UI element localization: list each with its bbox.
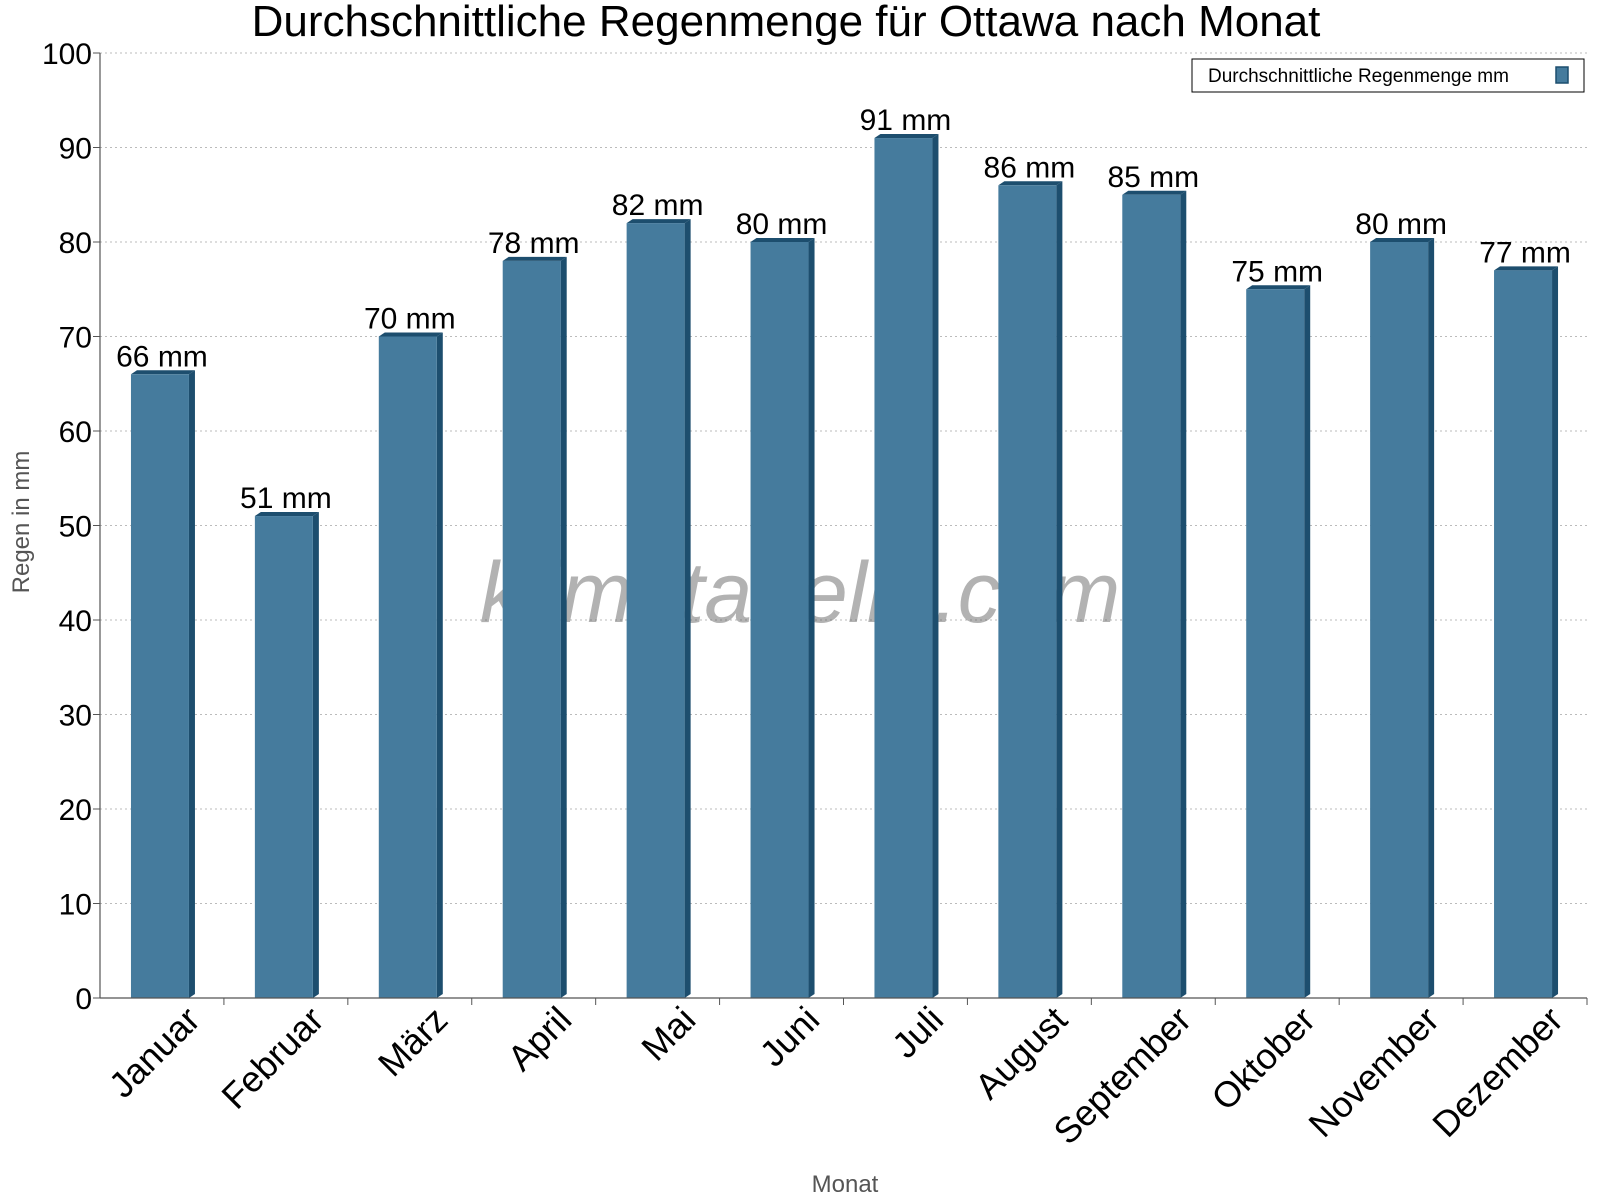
bar	[254, 516, 313, 998]
bar	[626, 223, 685, 999]
bar-side	[560, 256, 567, 998]
x-tick-label: Dezember	[1424, 999, 1570, 1145]
y-tick-label: 100	[42, 38, 92, 71]
y-tick-label: 60	[59, 416, 92, 449]
y-tick-label: 20	[59, 794, 92, 827]
bar	[874, 138, 933, 999]
y-axis-label: Regen in mm	[8, 451, 35, 594]
data-label: 78 mm	[488, 227, 580, 260]
bar-top	[502, 256, 567, 261]
bar-side	[1552, 266, 1559, 999]
x-tick-label: Januar	[101, 999, 208, 1106]
x-tick-label: November	[1300, 999, 1446, 1145]
y-axis-ticks: 0 10 20 30 40 50 60 70 80 90 100	[42, 38, 100, 1016]
x-tick-label: Juni	[752, 999, 828, 1075]
bar-side	[1304, 285, 1311, 998]
y-tick-label: 40	[59, 605, 92, 638]
grid-lines	[100, 52, 1587, 904]
x-tick-label: Mai	[633, 999, 703, 1069]
data-label: 85 mm	[1107, 161, 1199, 194]
data-label: 82 mm	[612, 189, 704, 222]
y-tick-label: 70	[59, 322, 92, 355]
y-tick-label: 80	[59, 227, 92, 260]
bar	[130, 374, 189, 998]
legend-label: Durchschnittliche Regenmenge mm	[1208, 66, 1509, 87]
y-tick-label: 50	[59, 511, 92, 544]
x-axis-ticks: Januar Februar März April Mai Juni Juli AugustS…	[101, 998, 1588, 1152]
bar	[750, 242, 809, 998]
y-tick-label: 0	[75, 983, 92, 1016]
bars: 66 mm 51 mm 70 mm 78 mm 82 mm 80 mm 91 mm 86 mm…	[116, 104, 1571, 999]
x-tick-label: Oktober	[1203, 999, 1323, 1119]
bar-top	[1122, 190, 1187, 195]
bar-top	[998, 181, 1063, 186]
bar-side	[808, 238, 815, 998]
data-label: 80 mm	[736, 208, 828, 241]
bar-side	[1056, 181, 1063, 999]
bar-top	[626, 219, 691, 224]
legend-box	[1191, 58, 1585, 93]
x-tick-label: Juli	[884, 999, 951, 1066]
bar-top	[254, 512, 319, 517]
data-label: 77 mm	[1479, 236, 1571, 269]
data-label: 91 mm	[860, 104, 952, 137]
bar-side	[1428, 238, 1435, 998]
bar	[998, 185, 1057, 999]
bar	[1494, 270, 1553, 999]
bar	[1246, 289, 1305, 998]
bar-side	[188, 370, 195, 998]
bar-top	[1246, 285, 1311, 290]
bar	[1370, 242, 1429, 998]
bar-top	[378, 332, 443, 337]
data-label: 51 mm	[240, 482, 332, 515]
bar-side	[932, 134, 939, 999]
legend-swatch	[1555, 66, 1569, 84]
x-tick-label: Februar	[213, 999, 331, 1117]
bar-top	[130, 370, 195, 375]
bar-top	[750, 238, 815, 242]
bar-side	[684, 219, 691, 999]
bar	[502, 260, 561, 998]
data-label: 66 mm	[116, 340, 208, 373]
data-label: 70 mm	[364, 303, 456, 336]
bar-side	[436, 332, 443, 998]
bar-top	[1370, 238, 1435, 242]
chart-title: Durchschnittliche Regenmenge für Ottawa …	[252, 0, 1321, 46]
data-label: 75 mm	[1231, 255, 1323, 288]
bar-top	[874, 134, 939, 139]
x-axis-label: Monat	[812, 1171, 879, 1198]
x-tick-label: April	[499, 999, 579, 1079]
x-tick-label: August	[967, 999, 1075, 1107]
bar-side	[312, 512, 319, 998]
legend: Durchschnittliche Regenmenge mm	[1191, 58, 1585, 93]
data-label: 86 mm	[984, 151, 1076, 184]
y-tick-label: 30	[59, 700, 92, 733]
bar-top	[1494, 266, 1559, 271]
bar-side	[1180, 190, 1187, 998]
bar	[1122, 194, 1181, 998]
bar	[378, 336, 437, 998]
y-tick-label: 10	[59, 889, 92, 922]
x-tick-label: März	[370, 999, 456, 1085]
data-label: 80 mm	[1355, 208, 1447, 241]
y-tick-label: 90	[59, 133, 92, 166]
